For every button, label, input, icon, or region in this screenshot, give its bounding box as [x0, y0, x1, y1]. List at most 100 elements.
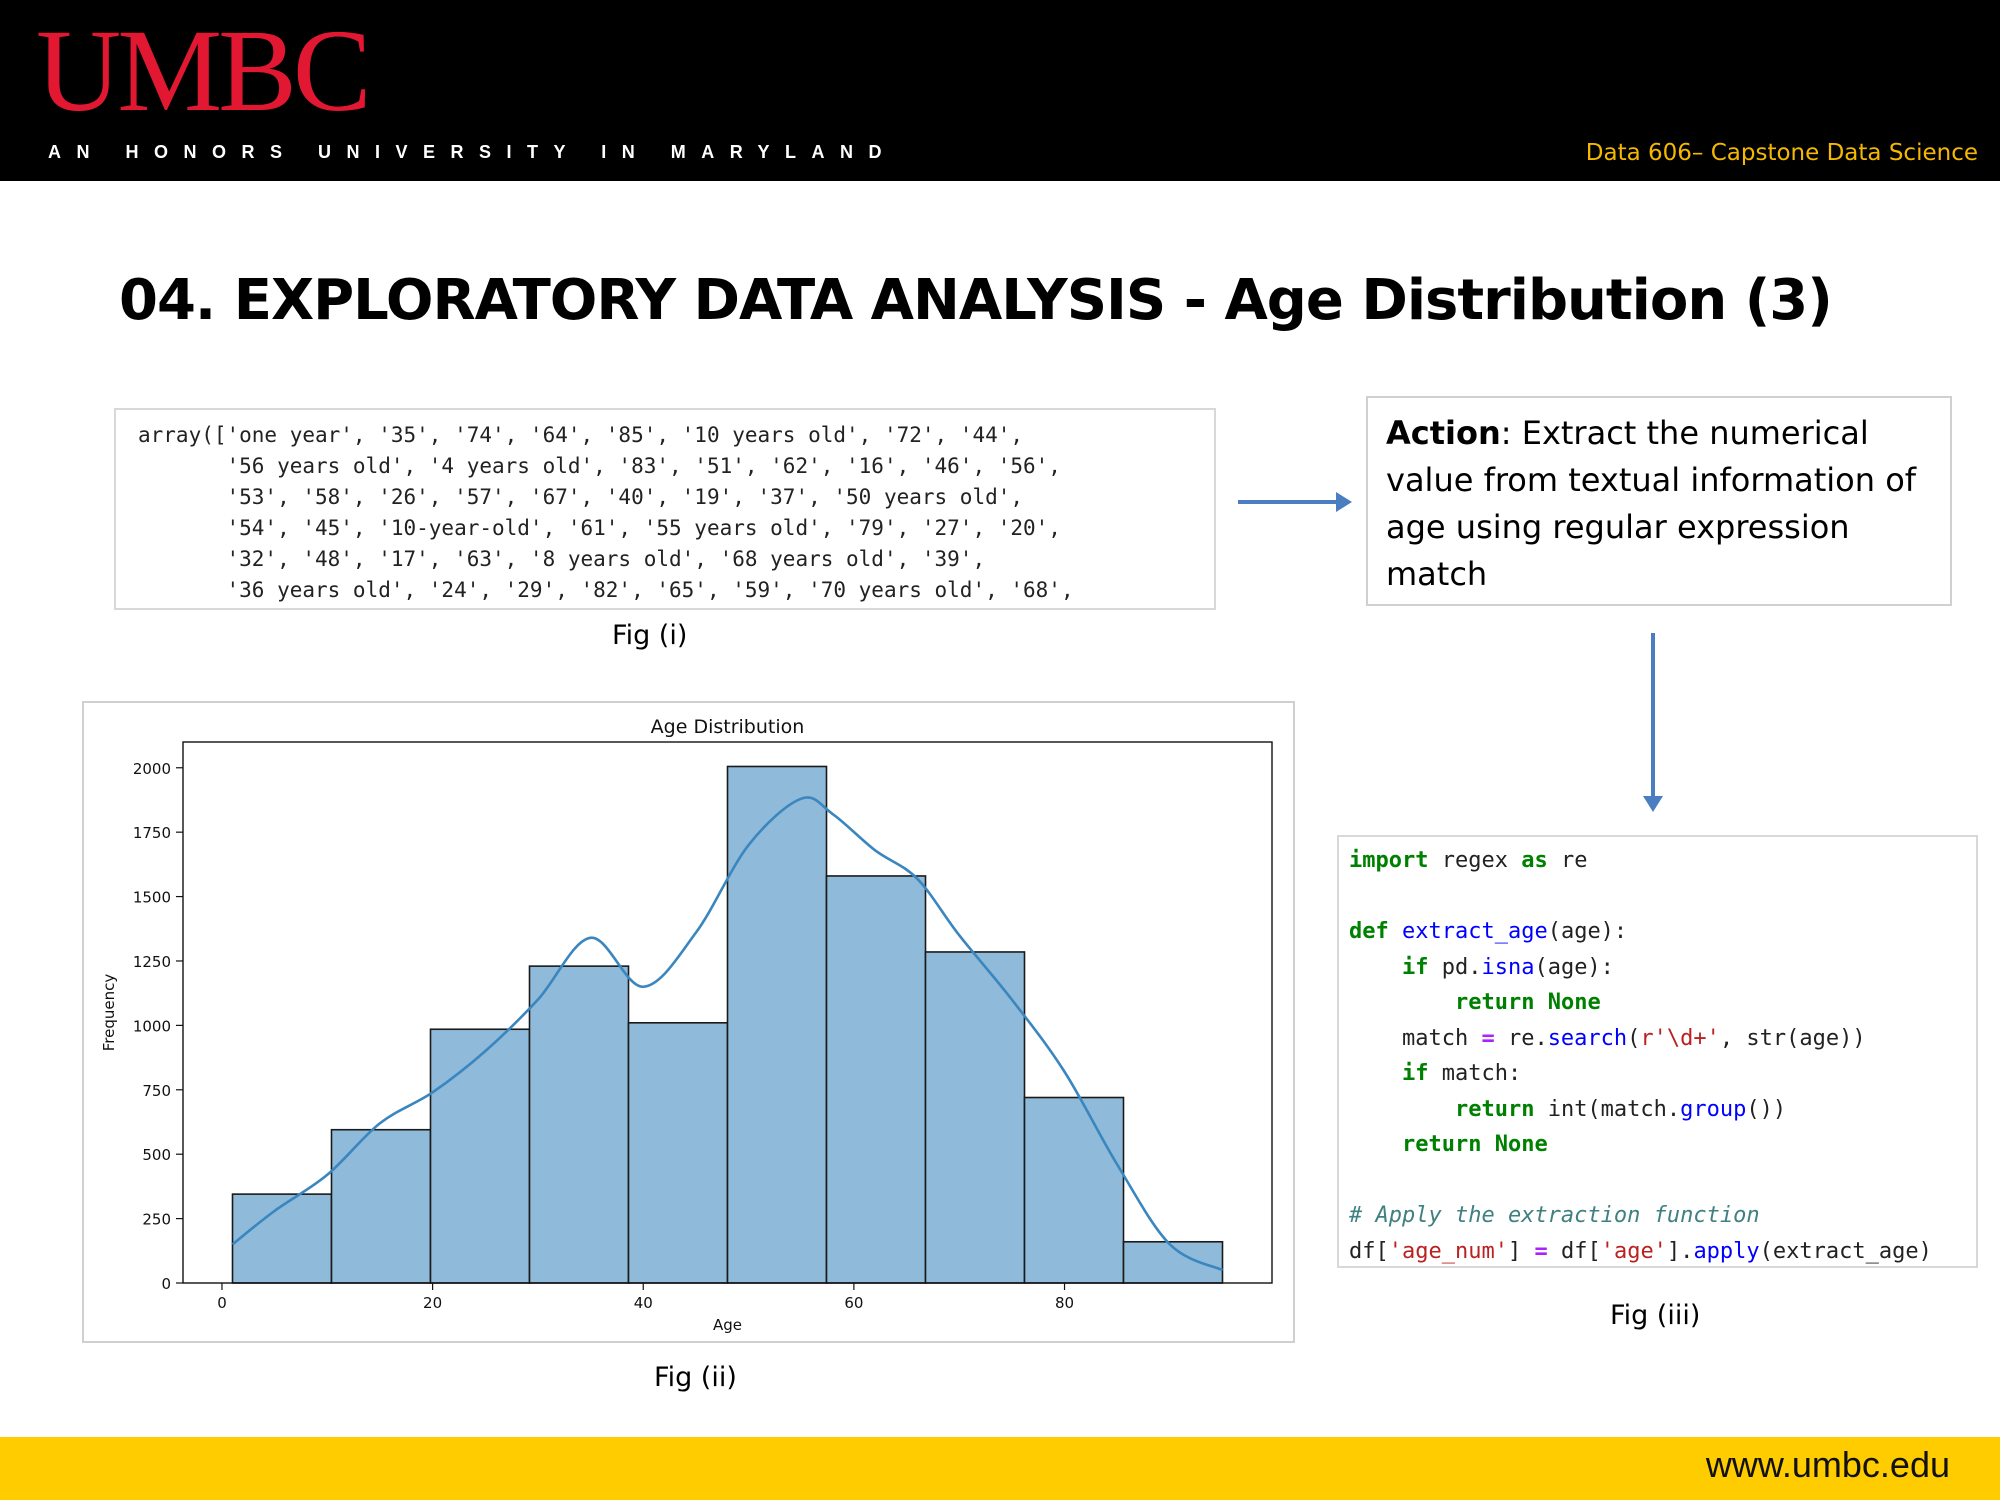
array-line: '53', '58', '26', '57', '67', '40', '19'…	[138, 485, 1024, 509]
histogram-bar	[330, 1128, 432, 1284]
array-line: '32', '48', '17', '63', '8 years old', '…	[138, 547, 986, 571]
x-axis-label: Age	[713, 1316, 742, 1334]
histogram-bar	[924, 951, 1026, 1284]
chart-title: Age Distribution	[651, 716, 805, 738]
y-tick-label: 750	[142, 1082, 171, 1100]
header-bar: UMBC AN HONORS UNIVERSITY IN MARYLAND Da…	[0, 0, 2000, 181]
right-arrow-icon	[1238, 500, 1340, 504]
slide-title: 04. EXPLORATORY DATA ANALYSIS - Age Dist…	[119, 268, 1833, 333]
code-token: import	[1349, 848, 1429, 873]
code-token: if	[1401, 954, 1429, 980]
down-arrow-head-icon	[1643, 796, 1663, 812]
code-token: regex	[1428, 848, 1522, 873]
code-line: return None	[1349, 1127, 1976, 1163]
y-tick-label: 1250	[133, 953, 171, 971]
code-line: if match:	[1349, 1056, 1976, 1092]
code-token: return	[1454, 990, 1535, 1015]
code-token	[1534, 990, 1547, 1015]
code-token: re	[1547, 848, 1588, 873]
down-arrow-icon	[1651, 633, 1655, 798]
y-tick-label: 0	[161, 1275, 171, 1293]
y-tick-label: 250	[142, 1211, 171, 1229]
code-token: ]	[1507, 1238, 1535, 1264]
x-tick-label: 40	[634, 1294, 653, 1312]
code-token	[1389, 919, 1402, 944]
histogram-bar	[231, 1193, 333, 1284]
code-token: apply	[1693, 1238, 1760, 1264]
footer-url: www.umbc.edu	[1705, 1444, 1950, 1485]
code-line: if pd.isna(age):	[1349, 950, 1976, 986]
code-token: ].	[1666, 1238, 1694, 1264]
histogram-bar	[627, 1022, 729, 1284]
code-token: def	[1349, 919, 1389, 944]
code-token: return	[1401, 1132, 1482, 1157]
code-line	[1349, 1163, 1976, 1199]
code-token: (extract_age)	[1759, 1238, 1932, 1264]
fig-ii-age-histogram: Age Distribution 0 250 500 750 1000 1250 1500 17…	[82, 701, 1295, 1343]
x-tick-label: 60	[844, 1294, 863, 1312]
code-token: as	[1521, 848, 1548, 873]
code-token: # Apply the extraction function	[1349, 1203, 1760, 1228]
kde-line	[231, 796, 1224, 1272]
code-token: None	[1547, 990, 1601, 1015]
y-axis-label: Frequency	[100, 974, 118, 1052]
code-line	[1349, 879, 1976, 915]
code-token: (age):	[1534, 954, 1614, 980]
histogram-bar	[429, 1028, 531, 1284]
fig-i-array-output: array(['one year', '35', '74', '64', '85…	[114, 408, 1216, 610]
right-arrow-head-icon	[1336, 492, 1352, 512]
code-token: , str(age))	[1719, 1025, 1866, 1051]
fig-i-caption: Fig (i)	[612, 620, 688, 651]
code-token: extract_age	[1402, 919, 1548, 944]
action-text: : Extract the numerical value from textu…	[1386, 414, 1917, 593]
code-token: df[	[1349, 1238, 1389, 1264]
histogram-bar	[1023, 1096, 1125, 1284]
code-token: ())	[1746, 1096, 1787, 1122]
footer-bar	[0, 1437, 2000, 1500]
y-tick-label: 1750	[133, 824, 171, 842]
fig-iii-caption: Fig (iii)	[1610, 1300, 1701, 1331]
histogram-bar	[528, 965, 630, 1284]
code-line: return int(match.group())	[1349, 1092, 1976, 1128]
code-token	[1349, 1061, 1402, 1086]
fig-iii-regex-code: import regex as re def extract_age(age): …	[1337, 835, 1978, 1268]
y-tick-label: 500	[142, 1146, 171, 1164]
code-token: group	[1680, 1096, 1747, 1122]
code-token	[1349, 1097, 1455, 1122]
code-token: r'\d+'	[1640, 1025, 1720, 1051]
code-token: match	[1349, 1025, 1482, 1051]
code-token: 'age'	[1600, 1238, 1667, 1264]
plot-frame	[182, 741, 1273, 1284]
code-token: if	[1401, 1061, 1429, 1086]
code-token: (	[1627, 1025, 1641, 1051]
code-token: (age):	[1547, 919, 1628, 944]
y-tick-label: 1000	[133, 1017, 171, 1035]
code-line: def extract_age(age):	[1349, 914, 1976, 950]
code-token: isna	[1481, 954, 1535, 980]
action-label: Action	[1386, 414, 1501, 452]
code-line: import regex as re	[1349, 843, 1976, 879]
histogram-svg: Age Distribution 0 250 500 750 1000 1250 1500 17…	[100, 716, 1273, 1334]
code-token: 'age_num'	[1388, 1238, 1508, 1264]
histogram-bar	[726, 765, 828, 1284]
array-line: '56 years old', '4 years old', '83', '51…	[138, 454, 1061, 478]
code-token: pd.	[1428, 954, 1482, 980]
code-token: re.	[1494, 1025, 1548, 1051]
code-line: match = re.search(r'\d+', str(age))	[1349, 1021, 1976, 1057]
code-line: return None	[1349, 985, 1976, 1021]
code-token: int(match.	[1534, 1096, 1681, 1122]
code-line: df['age_num'] = df['age'].apply(extract_…	[1349, 1234, 1976, 1270]
code-token: return	[1454, 1096, 1535, 1122]
code-token: None	[1494, 1132, 1548, 1157]
y-tick-label: 2000	[133, 760, 171, 778]
code-token: match:	[1428, 1061, 1522, 1086]
action-note: Action: Extract the numerical value from…	[1366, 396, 1952, 606]
x-tick-label: 0	[217, 1294, 227, 1312]
code-token: =	[1534, 1238, 1548, 1264]
code-line: # Apply the extraction function	[1349, 1198, 1976, 1234]
histogram-bar	[825, 875, 927, 1284]
code-token	[1349, 955, 1402, 980]
y-tick-label: 1500	[133, 889, 171, 907]
course-name: Data 606– Capstone Data Science	[1585, 140, 1978, 166]
code-token: =	[1481, 1025, 1495, 1051]
